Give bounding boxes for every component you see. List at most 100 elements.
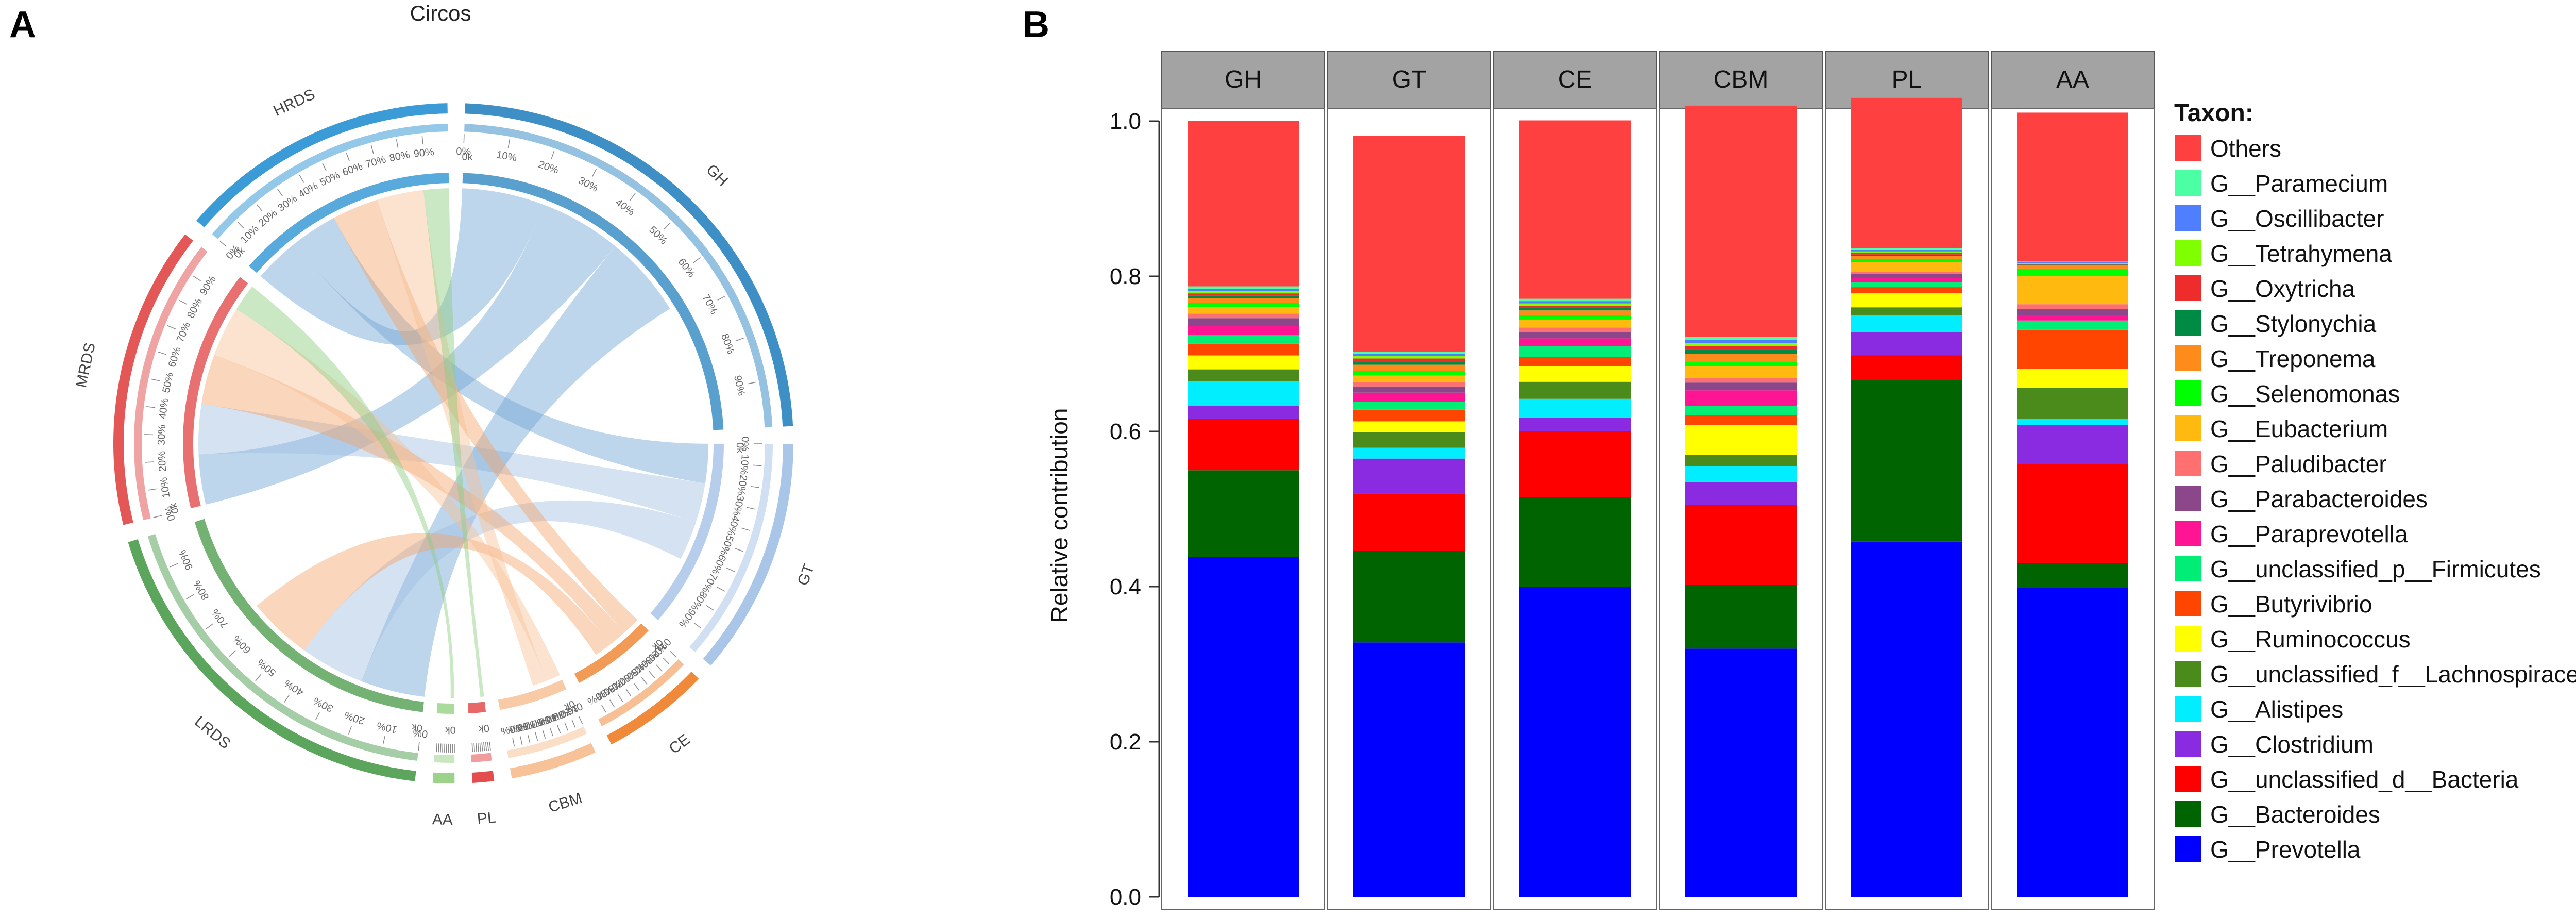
bar-segment xyxy=(1685,337,1797,340)
bar-segment xyxy=(1685,481,1797,505)
y-tick-label: 1.0 xyxy=(1110,109,1141,134)
circos-tick-label: 40% xyxy=(157,397,171,420)
facet-label: GH xyxy=(1225,66,1262,93)
bar-segment xyxy=(1353,351,1465,354)
facet-strip xyxy=(1493,51,1657,109)
circos-outer-arc xyxy=(703,444,793,666)
circos-tick xyxy=(535,732,538,741)
bar-segment xyxy=(1353,458,1465,494)
bar-segment xyxy=(1685,378,1797,383)
legend-entry: G__Clostridium xyxy=(2210,731,2374,758)
y-tick-label: 0.2 xyxy=(1110,729,1141,755)
circos-tick xyxy=(726,568,735,572)
circos-chord xyxy=(198,205,616,505)
bar-segment xyxy=(1851,315,1962,332)
y-tick-label: 0.8 xyxy=(1110,264,1141,289)
circos-tick-label: 50% xyxy=(160,371,176,394)
circos-tick-label: 90% xyxy=(198,274,218,297)
circos-tick-label: 20% xyxy=(343,709,366,726)
circos-tick xyxy=(487,742,489,751)
circos-tick xyxy=(512,738,515,747)
bar-segment xyxy=(1685,455,1797,466)
bar-segment xyxy=(1685,354,1797,362)
circos-zero-label: 0k xyxy=(462,151,473,163)
circos-tick xyxy=(346,153,350,162)
legend-swatch xyxy=(2175,801,2201,827)
bar-segment xyxy=(1353,381,1465,387)
bar-segment xyxy=(1353,371,1465,376)
bar-segment xyxy=(2017,112,2128,262)
bar-segment xyxy=(1851,271,1962,274)
circos-tick xyxy=(219,240,227,247)
circos-tick-label: 10% xyxy=(738,454,751,475)
bar-segment xyxy=(1188,293,1299,296)
bar-segment xyxy=(1519,357,1631,366)
facet-label: CE xyxy=(1558,66,1592,93)
bar-segment xyxy=(2017,263,2128,264)
facet-label: AA xyxy=(2056,66,2089,93)
legend-entry: G__unclassified_f__Lachnospiraceae xyxy=(2210,661,2576,688)
legend-entry: G__Treponema xyxy=(2210,345,2376,372)
circos-tick xyxy=(256,204,263,212)
legend: Taxon: Others G__Paramecium G__Oscillibact… xyxy=(2174,99,2576,863)
circos-tick xyxy=(147,488,157,491)
bar-segment xyxy=(1851,293,1962,308)
circos-tick-label: 90% xyxy=(732,374,747,397)
circos-chord xyxy=(236,286,454,698)
circos-tick-label: 20% xyxy=(735,474,749,496)
bar-segment xyxy=(1188,307,1299,314)
circos-segment-label: CBM xyxy=(546,790,584,816)
bar-segment xyxy=(1353,354,1465,357)
legend-entry: G__Ruminococcus xyxy=(2210,626,2411,653)
circos-chord xyxy=(361,246,670,697)
bar-segment xyxy=(1851,355,1962,380)
circos-zero-label: 0k xyxy=(445,724,456,736)
circos-tick-label: 10% xyxy=(158,476,173,498)
circos-tick-label: 80% xyxy=(719,332,736,356)
bar-segment xyxy=(1519,308,1631,311)
bar-segment xyxy=(2017,261,2128,262)
circos-tick-label: 20% xyxy=(257,207,280,229)
bar-segment xyxy=(1519,298,1631,302)
circos-tick-label: 80% xyxy=(388,149,411,164)
bar-segment xyxy=(1851,307,1962,315)
circos-zero-label: 0k xyxy=(477,722,490,735)
circos-tick xyxy=(489,741,491,751)
circos-inner-arc xyxy=(182,277,248,509)
bar-segment xyxy=(1353,136,1465,352)
circos-tick xyxy=(750,486,759,488)
bar-segment xyxy=(1851,249,1962,252)
circos-tick xyxy=(664,222,671,230)
circos-tick xyxy=(578,716,583,725)
bar-segment xyxy=(2017,263,2128,265)
circos-tick-label: 70% xyxy=(209,607,231,630)
bar-segment xyxy=(1519,381,1631,399)
circos-tick xyxy=(735,337,744,342)
circos-mid-arc xyxy=(470,753,492,763)
legend-swatch xyxy=(2175,521,2201,546)
circos-segment-label: HRDS xyxy=(271,86,318,120)
y-axis-label: Relative contribution xyxy=(1046,408,1073,623)
circos-tick xyxy=(591,169,597,177)
bar-segment xyxy=(1353,375,1465,382)
circos-tick xyxy=(557,725,561,734)
circos-tick-label: 60% xyxy=(676,256,698,279)
circos-outer-arc xyxy=(471,771,495,783)
legend-swatch xyxy=(2175,556,2201,581)
bar-segment xyxy=(1188,419,1299,471)
circos-inner-arc xyxy=(650,443,724,621)
legend-entry: G__Alistipes xyxy=(2210,696,2343,723)
circos-mid-arc xyxy=(689,444,773,653)
circos-tick xyxy=(717,587,725,592)
circos-tick-label: 70% xyxy=(364,154,387,170)
circos-tick xyxy=(633,683,640,691)
bar-segment xyxy=(1519,303,1631,306)
bar-segment xyxy=(1188,369,1299,381)
circos-tick xyxy=(551,151,555,160)
panel-b-label: B xyxy=(1023,4,1049,45)
bar-segment xyxy=(1851,262,1962,272)
legend-entry: G__Oscillibacter xyxy=(2210,205,2384,232)
circos-tick xyxy=(601,704,606,713)
bar-segment xyxy=(1685,340,1797,343)
bar-segment xyxy=(2017,315,2128,321)
